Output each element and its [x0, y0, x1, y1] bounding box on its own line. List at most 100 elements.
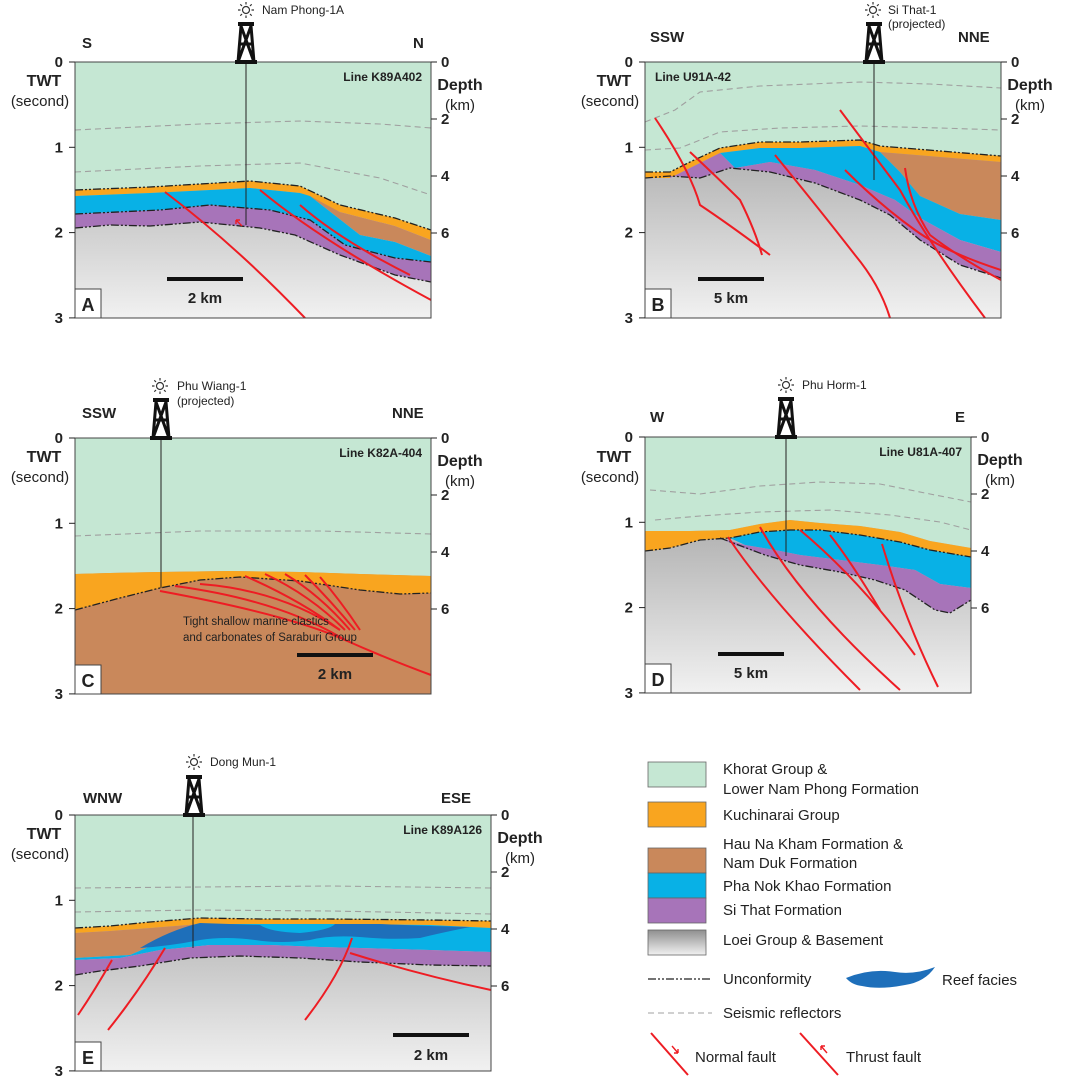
twt-tick-label: 3 — [55, 1063, 63, 1080]
legend-swatch-si-that — [647, 897, 707, 924]
depth-tick-label: 4 — [1011, 168, 1020, 185]
legend-thrust-fault-arrow — [820, 1045, 828, 1054]
well-name: Phu Wiang-1 — [177, 379, 247, 393]
legend-normal-fault-arrow — [671, 1045, 679, 1054]
saraburi-note-line2: and carbonates of Saraburi Group — [183, 632, 357, 644]
normal-fault — [77, 959, 113, 1016]
legend-reflectors: Seismic reflectors — [723, 1005, 841, 1022]
hau-na-kham-layer — [75, 924, 200, 958]
seismic-reflector — [75, 909, 491, 915]
thrust-fault — [174, 585, 346, 641]
depth-tick-label: 2 — [501, 864, 509, 881]
pha-nok-khao-layer — [720, 146, 1001, 252]
normal-fault — [299, 204, 411, 276]
depth-tick-label: 0 — [441, 54, 449, 71]
twt-axis-title: TWT — [27, 73, 62, 90]
depth-tick-label: 2 — [441, 487, 449, 504]
depth-tick-label: 0 — [1011, 54, 1019, 71]
twt-axis-unit: (second) — [11, 469, 69, 486]
thrust-fault — [881, 543, 939, 688]
pha-nok-khao-layer — [75, 188, 431, 262]
seismic-line-label: Line U91A-42 — [655, 70, 731, 84]
twt-axis-title: TWT — [597, 73, 632, 90]
depth-tick-label: 4 — [441, 168, 450, 185]
depth-tick-label: 6 — [981, 600, 989, 617]
panel-frame — [644, 61, 1002, 319]
twt-tick-label: 2 — [55, 978, 63, 995]
legend-hau-na-kham-line1: Hau Na Kham Formation & — [723, 836, 903, 853]
panel-letter: A — [82, 295, 95, 315]
unconformity-line — [719, 537, 971, 614]
depth-axis-unit: (km) — [445, 473, 475, 490]
saraburi-note-line1: Tight shallow marine clastics — [183, 616, 329, 628]
legend-normal-fault-symbol — [650, 1032, 689, 1076]
depth-tick-label: 6 — [441, 601, 449, 618]
normal-fault — [844, 169, 1001, 271]
normal-fault — [107, 947, 166, 1031]
depth-axis-title: Depth — [437, 77, 482, 94]
khorat-layer — [75, 815, 491, 928]
twt-tick-label: 2 — [55, 225, 63, 242]
unconformity-line — [75, 204, 431, 263]
legend-unconformity: Unconformity — [723, 971, 812, 988]
legend-swatch-hau-na-kham — [647, 847, 707, 874]
depth-tick-label: 2 — [1011, 111, 1019, 128]
well-name: Dong Mun-1 — [210, 755, 276, 769]
scale-label: 2 km — [318, 666, 352, 683]
twt-axis-unit: (second) — [581, 93, 639, 110]
well-name: Phu Horm-1 — [802, 378, 867, 392]
kuchinarai-layer — [75, 918, 491, 933]
depth-axis-unit: (km) — [445, 97, 475, 114]
unconformity-line — [645, 139, 1001, 173]
depth-tick-label: 2 — [981, 486, 989, 503]
twt-tick-label: 1 — [55, 892, 63, 909]
thrust-fault — [304, 574, 356, 631]
si-that-layer — [720, 538, 971, 613]
twt-axis-unit: (second) — [11, 93, 69, 110]
normal-fault — [304, 937, 353, 1021]
direction-left: SSW — [82, 405, 117, 422]
twt-tick-label: 0 — [55, 54, 63, 71]
well-symbol-icon — [185, 753, 203, 771]
reef-facies — [140, 923, 470, 948]
unconformity-line — [645, 529, 971, 558]
panel-d: 5 km D Line U81A-407 W E Phu Horm-1 — [644, 376, 972, 694]
panel-e: 2 km E Line K89A126 WNW ESE Dong Mun-1 — [74, 753, 492, 1072]
twt-tick-label: 3 — [55, 310, 63, 327]
depth-axis-title: Depth — [437, 453, 482, 470]
drilling-rig-icon — [148, 396, 174, 442]
depth-tick-label: 4 — [501, 921, 510, 938]
thrust-fault — [199, 583, 341, 631]
panel-letter: E — [82, 1048, 94, 1068]
normal-fault — [839, 109, 986, 318]
thrust-fault — [799, 529, 916, 656]
twt-axis-unit: (second) — [581, 469, 639, 486]
panel-letter-box — [74, 288, 102, 319]
hau-na-kham-layer — [880, 152, 1001, 220]
thrust-fault — [727, 536, 861, 691]
panel-c: Tight shallow marine clastics and carbon… — [74, 377, 432, 695]
legend-loei: Loei Group & Basement — [723, 932, 884, 949]
panel-letter-box — [644, 663, 672, 694]
depth-axis-unit: (km) — [985, 472, 1015, 489]
thrust-fault — [244, 575, 341, 631]
khorat-layer — [645, 437, 971, 548]
direction-left: S — [82, 35, 92, 52]
seismic-reflector — [649, 481, 971, 503]
twt-tick-label: 2 — [625, 225, 633, 242]
seismic-reflector — [645, 125, 1001, 151]
panel-letter: C — [82, 671, 95, 691]
depth-tick-label: 0 — [501, 807, 509, 824]
panel-letter: B — [652, 295, 665, 315]
legend-thrust-fault-symbol — [799, 1032, 839, 1076]
thrust-fault — [159, 590, 431, 676]
twt-tick-label: 3 — [625, 685, 633, 702]
twt-tick-label: 1 — [55, 139, 63, 156]
twt-axis-title: TWT — [27, 449, 62, 466]
twt-tick-label: 0 — [625, 429, 633, 446]
unconformity-line — [75, 955, 491, 976]
seismic-line-label: Line U81A-407 — [879, 445, 962, 459]
direction-right: NNE — [958, 29, 990, 46]
legend-reef: Reef facies — [942, 972, 1017, 989]
